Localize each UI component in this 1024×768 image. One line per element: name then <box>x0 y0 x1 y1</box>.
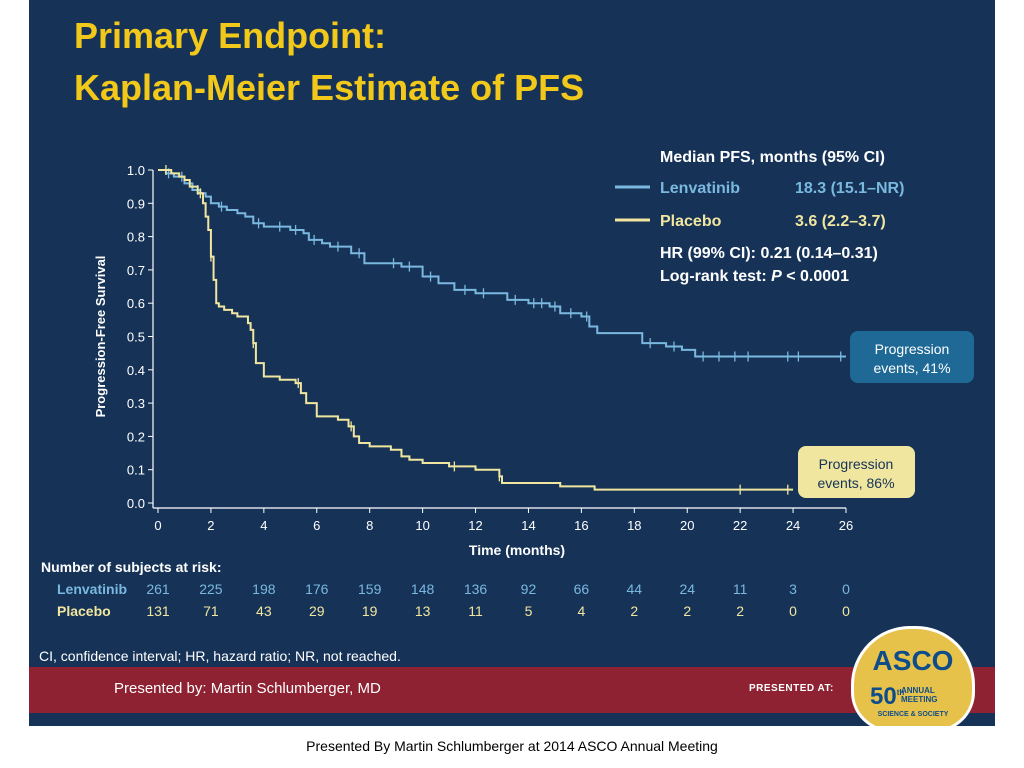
logrank-suffix: < 0.0001 <box>782 268 849 285</box>
footnote: CI, confidence interval; HR, hazard rati… <box>39 648 401 664</box>
at-risk-value-placebo: 131 <box>146 603 170 619</box>
at-risk-value-placebo: 2 <box>736 603 744 619</box>
y-tick-label: 0.7 <box>127 263 145 278</box>
slide-title-line1: Primary Endpoint: <box>74 15 387 56</box>
x-tick-label: 0 <box>154 518 161 533</box>
y-tick-label: 0.8 <box>127 230 145 245</box>
chart-axes: 0.00.10.20.30.40.50.60.70.80.91.00 2 4 6 8 10… <box>93 163 853 558</box>
at-risk-value-placebo: 71 <box>203 603 219 619</box>
legend-median-lenvatinib: 18.3 (15.1–NR) <box>795 180 904 197</box>
at-risk-value-lenvatinib: 159 <box>358 581 382 597</box>
legend-logrank: Log-rank test: P < 0.0001 <box>660 268 849 285</box>
at-risk-header: Number of subjects at risk: <box>41 559 222 575</box>
x-tick-label: 22 <box>733 518 747 533</box>
y-tick-label: 1.0 <box>127 163 145 178</box>
x-tick-label: 20 <box>680 518 694 533</box>
at-risk-value-lenvatinib: 11 <box>733 581 748 597</box>
y-tick-label: 0.4 <box>127 363 145 378</box>
x-tick-label: 14 <box>521 518 535 533</box>
at-risk-value-lenvatinib: 0 <box>842 581 850 597</box>
at-risk-value-placebo: 2 <box>683 603 691 619</box>
chart-legend: Median PFS, months (95% CI) Lenvatinib 1… <box>615 149 904 285</box>
at-risk-value-lenvatinib: 176 <box>305 581 329 597</box>
legend-median-placebo: 3.6 (2.2–3.7) <box>795 213 886 230</box>
at-risk-value-placebo: 13 <box>415 603 431 619</box>
km-curve-lenvatinib <box>158 169 846 358</box>
at-risk-table: Number of subjects at risk: Lenvatinib P… <box>41 559 850 619</box>
at-risk-value-lenvatinib: 24 <box>679 581 695 597</box>
callout-placebo-line2: events, 86% <box>817 475 894 491</box>
callout-lenvatinib-box <box>850 331 974 383</box>
y-tick-label: 0.1 <box>127 463 145 478</box>
logrank-prefix: Log-rank test: <box>660 268 771 285</box>
x-tick-label: 12 <box>468 518 482 533</box>
x-tick-label: 8 <box>366 518 373 533</box>
legend-label-lenvatinib: Lenvatinib <box>660 180 740 197</box>
asco-logo-number: 50th <box>870 683 905 710</box>
km-chart: 0.00.10.20.30.40.50.60.70.80.91.00 2 4 6 8 10… <box>41 149 974 619</box>
at-risk-value-lenvatinib: 148 <box>411 581 435 597</box>
presenter-band: Presented by: Martin Schlumberger, MD PR… <box>29 667 995 713</box>
at-risk-value-placebo: 29 <box>309 603 325 619</box>
callout-lenvatinib-line2: events, 41% <box>873 360 950 376</box>
km-curve-placebo <box>158 169 794 491</box>
page-caption: Presented By Martin Schlumberger at 2014… <box>306 738 718 754</box>
x-tick-label: 26 <box>839 518 853 533</box>
at-risk-value-placebo: 4 <box>577 603 585 619</box>
x-tick-label: 18 <box>627 518 641 533</box>
at-risk-value-lenvatinib: 198 <box>252 581 276 597</box>
x-axis-label: Time (months) <box>469 542 565 558</box>
legend-hr: HR (99% CI): 0.21 (0.14–0.31) <box>660 245 878 262</box>
asco-logo: ASCO 50th ANNUAL MEETING SCIENCE & SOCIET… <box>851 626 975 726</box>
at-risk-value-placebo: 43 <box>256 603 272 619</box>
at-risk-value-placebo: 11 <box>468 603 483 619</box>
x-tick-label: 6 <box>313 518 320 533</box>
at-risk-label-lenvatinib: Lenvatinib <box>57 581 127 597</box>
chart-curves <box>158 165 846 495</box>
at-risk-value-lenvatinib: 66 <box>574 581 590 597</box>
x-tick-label: 10 <box>415 518 429 533</box>
y-tick-label: 0.6 <box>127 296 145 311</box>
y-axis-label: Progression-Free Survival <box>93 256 108 418</box>
at-risk-value-placebo: 0 <box>842 603 850 619</box>
y-tick-label: 0.9 <box>127 196 145 211</box>
callout-placebo-line1: Progression <box>819 456 894 472</box>
x-tick-label: 24 <box>786 518 800 533</box>
legend-header: Median PFS, months (95% CI) <box>660 149 885 166</box>
at-risk-value-lenvatinib: 136 <box>464 581 488 597</box>
y-tick-label: 0.0 <box>127 496 145 511</box>
at-risk-value-placebo: 19 <box>362 603 378 619</box>
at-risk-label-placebo: Placebo <box>57 603 111 619</box>
at-risk-value-placebo: 2 <box>630 603 638 619</box>
asco-logo-name: ASCO <box>872 645 954 676</box>
asco-logo-sub: SCIENCE & SOCIETY <box>877 711 949 718</box>
x-tick-label: 2 <box>207 518 214 533</box>
at-risk-value-lenvatinib: 261 <box>146 581 170 597</box>
x-tick-label: 16 <box>574 518 588 533</box>
at-risk-value-lenvatinib: 44 <box>627 581 643 597</box>
y-tick-label: 0.5 <box>127 330 145 345</box>
callout-lenvatinib-line1: Progression <box>875 341 950 357</box>
slide: Primary Endpoint: Kaplan-Meier Estimate … <box>29 0 995 726</box>
at-risk-value-lenvatinib: 225 <box>199 581 223 597</box>
logrank-p: P <box>771 268 782 285</box>
at-risk-value-placebo: 0 <box>789 603 797 619</box>
asco-logo-th: th <box>896 688 905 697</box>
at-risk-value-lenvatinib: 3 <box>789 581 797 597</box>
legend-label-placebo: Placebo <box>660 213 722 230</box>
chart-callouts: Progression events, 41% Progression even… <box>798 331 974 498</box>
at-risk-value-placebo: 5 <box>525 603 533 619</box>
slide-title-line2: Kaplan-Meier Estimate of PFS <box>74 67 585 108</box>
y-tick-label: 0.2 <box>127 429 145 444</box>
callout-placebo-box <box>798 446 915 498</box>
presented-at-label: PRESENTED AT: <box>749 683 834 694</box>
x-tick-label: 4 <box>260 518 267 533</box>
at-risk-value-lenvatinib: 92 <box>521 581 537 597</box>
y-tick-label: 0.3 <box>127 396 145 411</box>
presenter-text: Presented by: Martin Schlumberger, MD <box>114 680 381 697</box>
asco-logo-annual: ANNUAL MEETING <box>901 686 938 704</box>
